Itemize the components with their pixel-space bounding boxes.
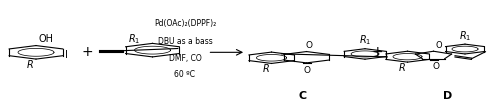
FancyArrowPatch shape (210, 50, 242, 55)
Text: Pd(OAc)₂(DPPF)₂: Pd(OAc)₂(DPPF)₂ (154, 20, 216, 28)
Text: 60 ºC: 60 ºC (174, 70, 196, 79)
Text: I: I (66, 50, 68, 60)
Text: O: O (436, 41, 442, 50)
Text: +: + (82, 45, 94, 59)
Text: O: O (303, 66, 310, 75)
Text: DBU as a bass: DBU as a bass (158, 37, 212, 46)
Text: C: C (298, 91, 306, 101)
Text: R$_1$: R$_1$ (359, 33, 371, 47)
Text: O: O (306, 41, 312, 50)
Text: R$_1$: R$_1$ (128, 32, 140, 46)
Text: +: + (372, 45, 384, 59)
Text: D: D (443, 91, 452, 101)
Text: R: R (398, 63, 405, 73)
Text: O: O (432, 62, 440, 71)
Text: DMF, CO: DMF, CO (168, 54, 202, 63)
Text: R: R (262, 64, 269, 74)
Text: R: R (26, 60, 34, 70)
Text: R$_1$: R$_1$ (459, 29, 471, 43)
Text: OH: OH (38, 34, 54, 44)
